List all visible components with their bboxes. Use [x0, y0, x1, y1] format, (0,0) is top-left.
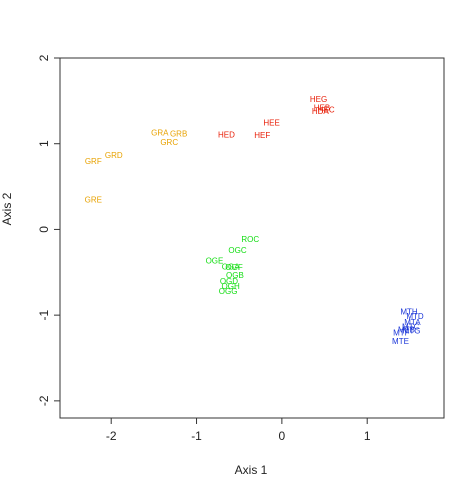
y-tick-label: -2 — [37, 395, 51, 406]
point-label-heg: HEG — [310, 95, 327, 104]
point-label-oge: OGE — [206, 256, 224, 265]
point-label-hda: HDA — [312, 107, 330, 116]
point-label-grd: GRD — [105, 151, 123, 160]
point-label-heb: HEB — [314, 104, 330, 113]
point-label-oga: OGA — [222, 262, 240, 271]
point-label-hed: HED — [218, 130, 235, 139]
y-tick-label: 1 — [37, 140, 51, 147]
point-label-roc: ROC — [241, 235, 259, 244]
point-label-mtc: MTC — [402, 322, 420, 331]
y-tick-label: -1 — [37, 309, 51, 320]
point-label-ogh: OGH — [222, 282, 240, 291]
point-label-ogb: OGB — [226, 271, 244, 280]
point-label-mta: MTA — [404, 318, 421, 327]
point-label-mtb: MTB — [398, 326, 415, 335]
x-axis-title: Axis 1 — [235, 463, 268, 477]
x-tick-label: 0 — [279, 429, 286, 443]
plot-frame — [59, 57, 445, 419]
point-label-mte: MTE — [392, 337, 409, 346]
point-label-hec: HEC — [318, 105, 335, 114]
point-label-hee: HEE — [263, 118, 279, 127]
point-label-ogg: OGG — [219, 287, 238, 296]
x-axis: -2 -1 0 1 — [106, 418, 371, 443]
point-label-mtf: MTF — [393, 328, 410, 337]
point-label-ogf: OGF — [225, 263, 242, 272]
y-tick-label: 2 — [37, 54, 51, 61]
y-axis-title: Axis 2 — [0, 192, 14, 225]
point-label-gre: GRE — [85, 195, 102, 204]
point-label-hef: HEF — [254, 131, 270, 140]
point-label-ogd: OGD — [220, 277, 238, 286]
x-tick-label: -1 — [191, 429, 202, 443]
y-tick-label: 0 — [37, 226, 51, 233]
x-tick-label: -2 — [106, 429, 117, 443]
point-label-ogc: OGC — [228, 246, 246, 255]
y-axis: -2 -1 0 1 2 — [37, 54, 60, 406]
point-label-mth: MTH — [400, 308, 418, 317]
x-tick-label: 1 — [364, 429, 371, 443]
point-label-grb: GRB — [170, 129, 187, 138]
point-label-mtg: MTG — [403, 327, 421, 336]
point-label-gra: GRA — [151, 129, 169, 138]
point-label-grf: GRF — [85, 157, 102, 166]
point-label-mtd: MTD — [406, 312, 424, 321]
point-label-grc: GRC — [160, 138, 178, 147]
